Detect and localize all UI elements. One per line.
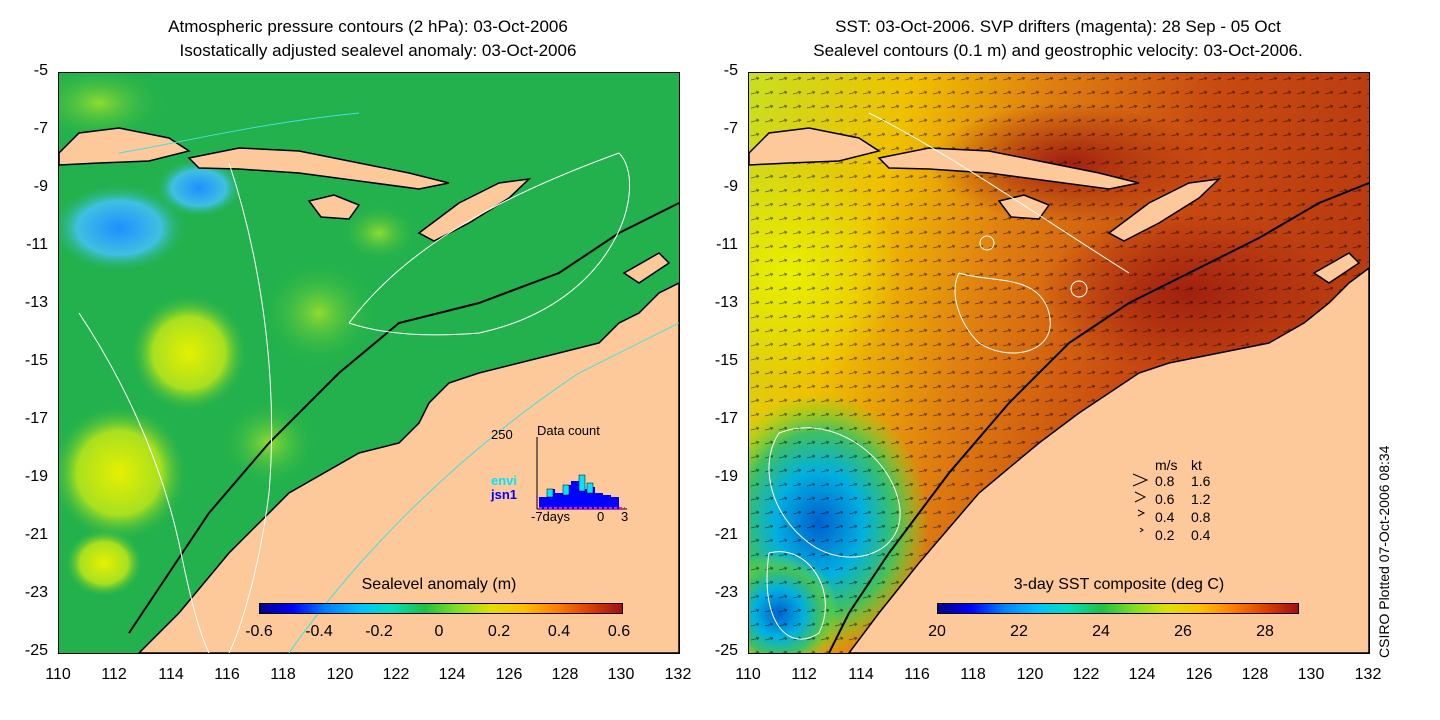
left-y-tick: -7	[33, 120, 48, 137]
left-y-axis: -5 -7 -9 -11 -13 -15 -17 -19 -21 -23 -25	[8, 62, 52, 662]
left-cbar-tick: 0.2	[487, 623, 511, 640]
inset-xtick-start: -7days	[531, 509, 571, 524]
left-x-tick: 122	[382, 666, 410, 683]
sst-map	[749, 73, 1369, 653]
legend-row-ms: 0.8	[1155, 473, 1175, 489]
right-y-tick: -15	[714, 352, 738, 369]
right-cbar-tick: 28	[1256, 623, 1274, 640]
left-y-tick: -25	[24, 642, 48, 659]
right-cbar-tick: 22	[1010, 623, 1028, 640]
right-x-tick: 130	[1297, 666, 1325, 683]
right-x-axis: 110 112 114 116 118 120 122 124 126 128 …	[735, 666, 1381, 690]
left-y-tick: -19	[24, 468, 48, 485]
legend-row-kt: 1.2	[1191, 491, 1211, 507]
legend-row-kt: 0.4	[1191, 527, 1211, 543]
right-x-tick: 126	[1185, 666, 1213, 683]
left-x-tick: 116	[214, 666, 240, 683]
right-x-tick: 118	[960, 666, 986, 683]
inset-series-jsn1: jsn1	[491, 487, 518, 502]
legend-row-ms: 0.4	[1155, 509, 1175, 525]
right-y-tick: -7	[723, 120, 738, 137]
right-colorbar-label: 3-day SST composite (deg C)	[1013, 576, 1225, 593]
right-y-tick: -25	[714, 642, 738, 659]
right-x-tick: 116	[904, 666, 930, 683]
legend-row-kt: 0.8	[1191, 509, 1211, 525]
left-x-axis: 110 112 114 116 118 120 122 124 126 128 …	[45, 666, 691, 690]
right-y-tick: -23	[714, 584, 738, 601]
right-y-tick: -9	[723, 178, 738, 195]
right-y-axis: -5 -7 -9 -11 -13 -15 -17 -19 -21 -23 -25	[698, 62, 742, 662]
right-y-tick: -19	[714, 468, 738, 485]
right-x-tick: 110	[735, 666, 761, 683]
right-map: m/s kt 0.8 1.6 0.6 1.2 0.4 0.8 0.2 0.4 3…	[748, 72, 1370, 654]
left-cbar-tick: -0.6	[245, 623, 273, 640]
right-y-tick: -21	[714, 526, 738, 543]
left-colorbar-label: Sealevel anomaly (m)	[361, 576, 517, 593]
left-y-tick: -21	[24, 526, 48, 543]
inset-xtick-zero: 0	[597, 509, 605, 524]
right-x-tick: 128	[1241, 666, 1269, 683]
inset-title: Data count	[537, 423, 600, 438]
left-y-tick: -11	[26, 236, 48, 253]
left-cbar-tick: 0.4	[547, 623, 571, 640]
left-x-tick: 130	[607, 666, 635, 683]
right-x-tick: 132	[1354, 666, 1382, 683]
left-x-tick: 132	[664, 666, 692, 683]
left-x-tick: 126	[495, 666, 523, 683]
right-x-tick: 122	[1072, 666, 1100, 683]
right-x-tick: 120	[1016, 666, 1044, 683]
inset-series-envi: envi	[491, 473, 518, 488]
right-title-line2: Sealevel contours (0.1 m) and geostrophi…	[813, 41, 1303, 60]
legend-arrows	[1132, 473, 1149, 533]
right-x-tick: 112	[791, 666, 817, 683]
right-y-tick: -11	[716, 236, 738, 253]
left-y-tick: -9	[33, 178, 48, 195]
right-cbar-tick: 26	[1174, 623, 1192, 640]
left-y-tick: -17	[24, 410, 48, 427]
left-colorbar	[259, 603, 623, 614]
right-x-tick: 114	[848, 666, 874, 683]
right-colorbar	[937, 603, 1299, 614]
legend-header-kt: kt	[1191, 457, 1202, 473]
left-title-line2: Isostatically adjusted sealevel anomaly:…	[179, 41, 577, 60]
legend-header-ms: m/s	[1155, 457, 1178, 473]
right-cbar-tick: 24	[1092, 623, 1110, 640]
inset-ymax: 250	[491, 427, 513, 442]
left-cbar-tick: 0	[434, 623, 444, 640]
right-cbar-tick: 20	[928, 623, 946, 640]
left-title-line1: Atmospheric pressure contours (2 hPa): 0…	[168, 17, 568, 36]
sealevel-anomaly-map	[59, 73, 679, 653]
left-x-tick: 110	[45, 666, 71, 683]
legend-row-ms: 0.6	[1155, 491, 1175, 507]
right-y-tick: -17	[714, 410, 738, 427]
left-y-tick: -13	[24, 294, 48, 311]
left-x-tick: 112	[101, 666, 127, 683]
right-y-tick: -13	[714, 294, 738, 311]
left-x-tick: 118	[270, 666, 296, 683]
left-y-tick: -5	[33, 62, 48, 79]
plot-credit: CSIRO Plotted 07-Oct-2006 08:34	[1376, 445, 1392, 658]
left-y-tick: -15	[24, 352, 48, 369]
legend-row-kt: 1.6	[1191, 473, 1211, 489]
velocity-legend: m/s kt 0.8 1.6 0.6 1.2 0.4 0.8 0.2 0.4	[1129, 457, 1249, 547]
data-count-bars	[536, 437, 627, 510]
left-x-tick: 120	[326, 666, 354, 683]
left-cbar-tick: -0.4	[305, 623, 333, 640]
right-title-line1: SST: 03-Oct-2006. SVP drifters (magenta)…	[835, 17, 1281, 36]
inset-xtick-end: 3	[621, 509, 629, 524]
left-colorbar-ticks: -0.6 -0.4 -0.2 0 0.2 0.4 0.6	[245, 623, 630, 647]
left-map: 250 Data count envi jsn1 -7days 0 3 Se	[58, 72, 680, 654]
left-cbar-tick: -0.2	[365, 623, 393, 640]
right-y-tick: -5	[723, 62, 738, 79]
left-cbar-tick: 0.6	[607, 623, 631, 640]
data-count-inset: 250 Data count envi jsn1 -7days 0 3	[491, 423, 651, 524]
right-x-tick: 124	[1128, 666, 1156, 683]
right-colorbar-ticks: 20 22 24 26 28	[928, 623, 1299, 647]
left-x-tick: 124	[438, 666, 466, 683]
left-x-tick: 114	[158, 666, 184, 683]
left-x-tick: 128	[551, 666, 579, 683]
legend-row-ms: 0.2	[1155, 527, 1175, 543]
left-y-tick: -23	[24, 584, 48, 601]
